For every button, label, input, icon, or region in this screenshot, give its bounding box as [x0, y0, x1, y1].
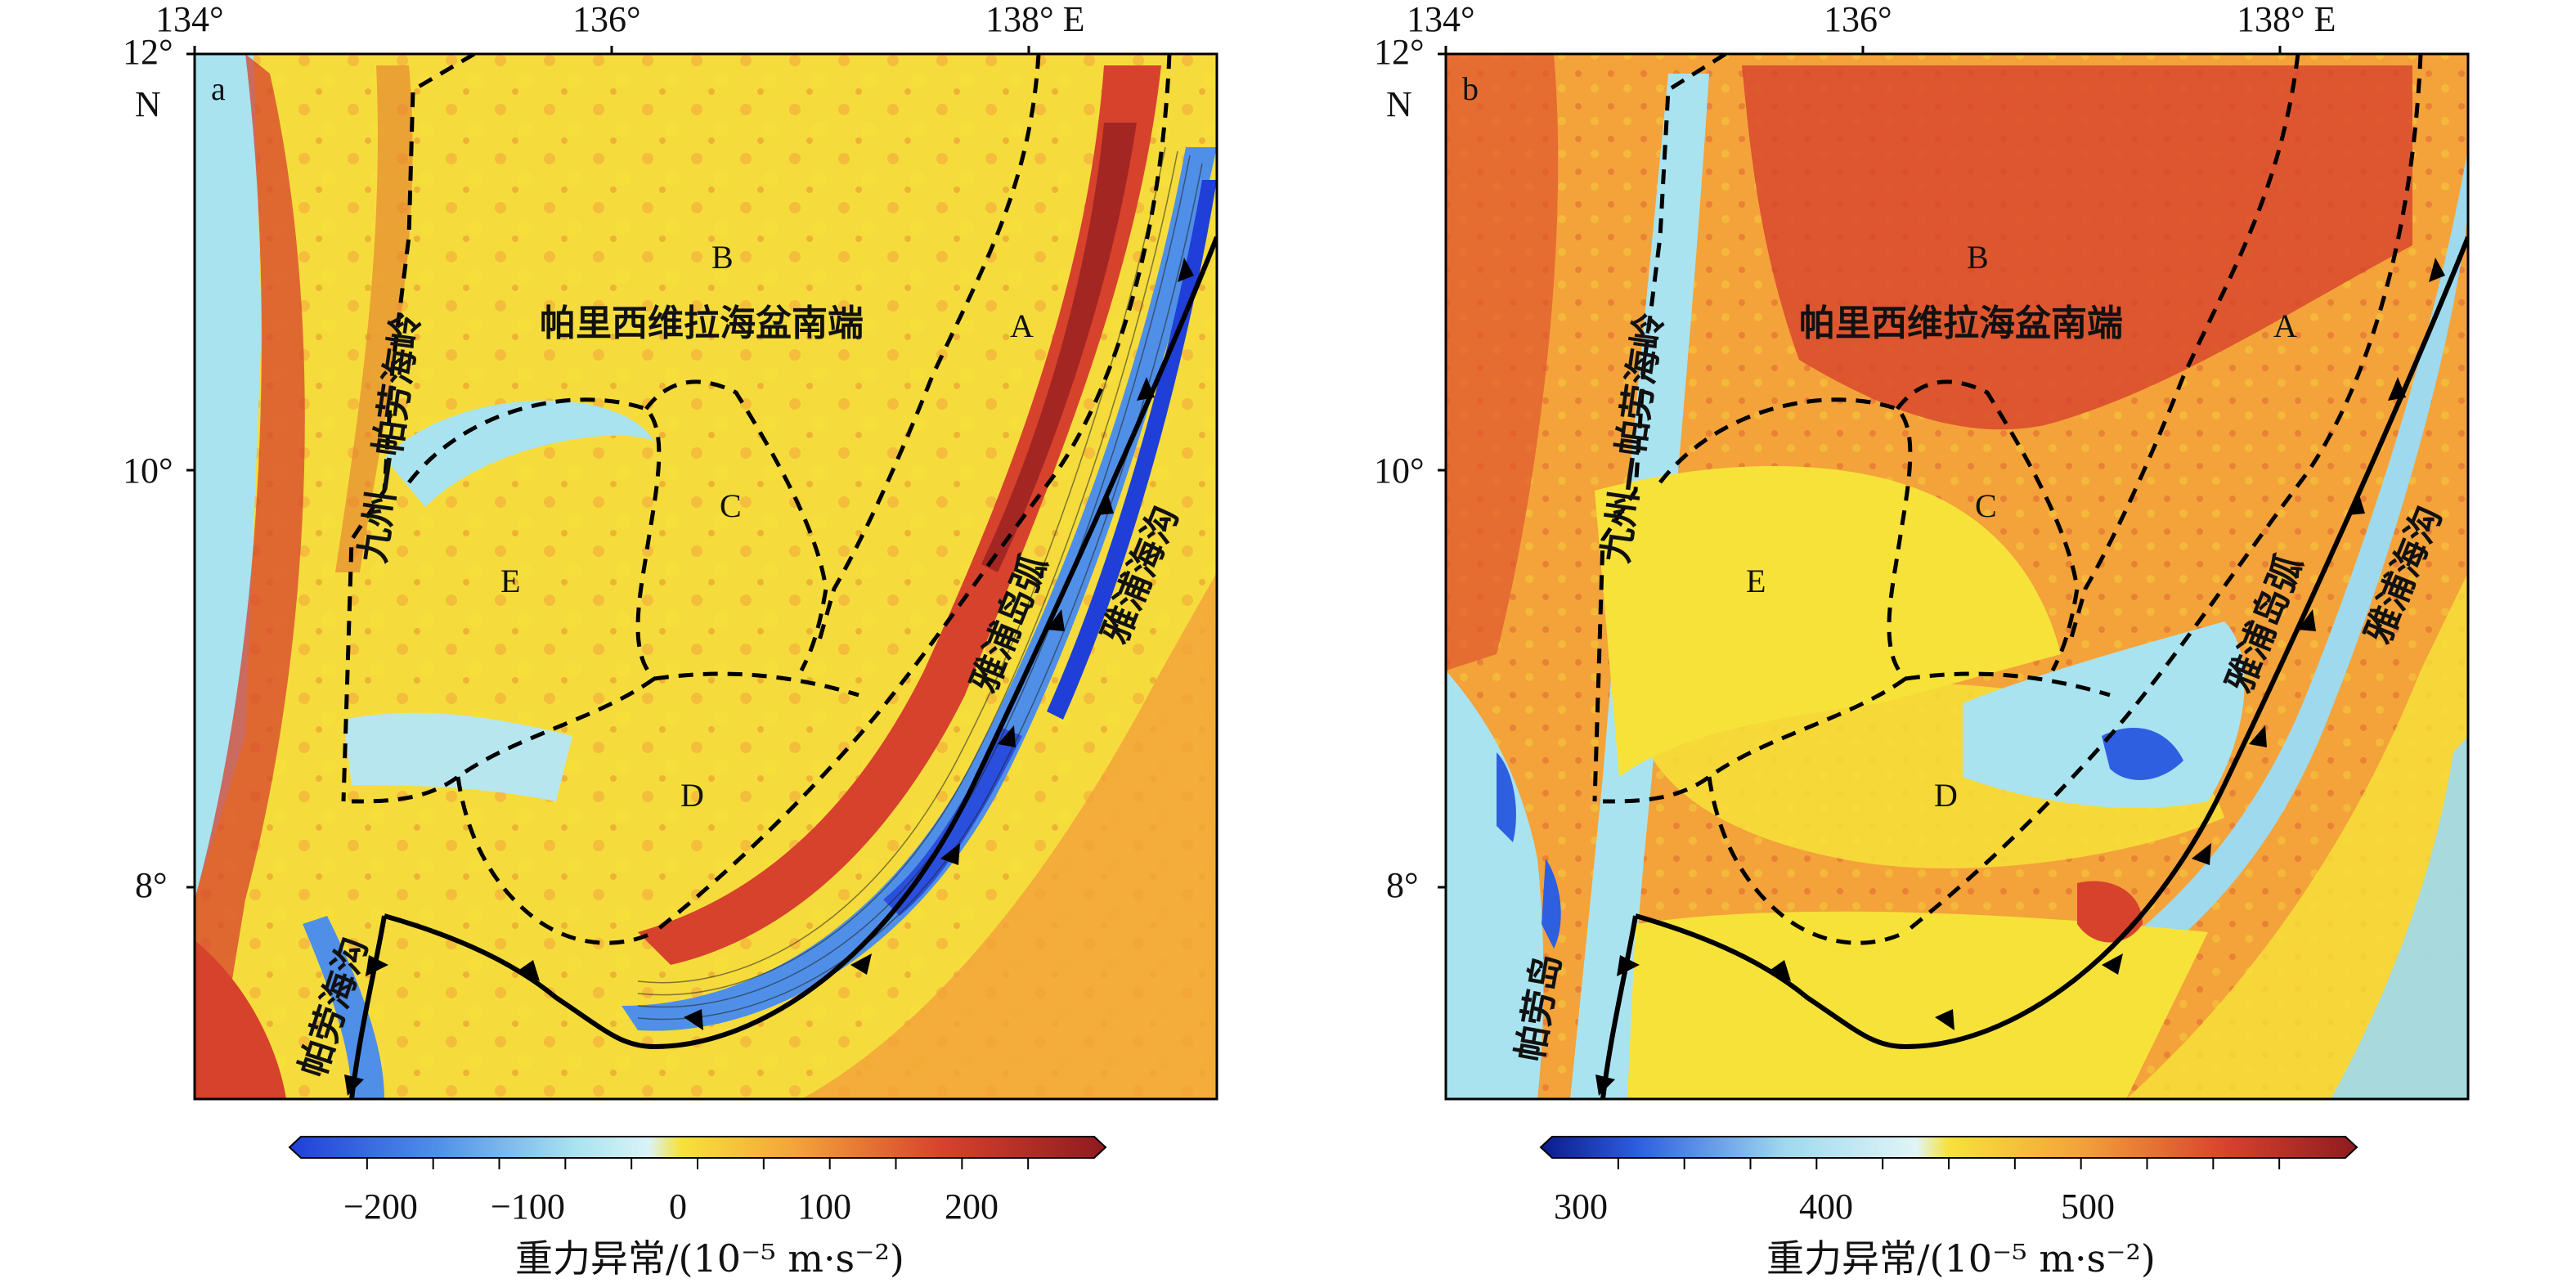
panel-b-ticks: [1438, 46, 2282, 889]
panel-a-lat-tick-12: 12°: [123, 32, 173, 72]
panel-b-region-a: A: [2273, 307, 2297, 344]
panel-a-region-b: B: [711, 239, 734, 276]
panel-b-lat-tick-10: 10°: [1374, 451, 1425, 491]
panel-b-region-b: B: [1967, 239, 1989, 276]
panel-a-frame: [193, 52, 1218, 1101]
panel-a-cb-tick-2: 0: [669, 1187, 687, 1227]
panel-b-lon-tick-136: 136°: [1824, 0, 1892, 39]
panel-b-region-c: C: [1975, 487, 1997, 524]
panel-b-lon-tick-138: 138° E: [2237, 0, 2336, 39]
panel-a-colorbar: −200 −100 0 100 200 重力异常/(10⁻⁵ m·s⁻²): [288, 1136, 1107, 1281]
panel-b-cb-tick-1: 400: [1799, 1187, 1853, 1227]
panel-a: 134° 136° 138° E 12° N 10° 8° a 帕里西维拉海盆南…: [123, 0, 1218, 1281]
panel-a-map: [195, 54, 1217, 1099]
panel-b-region-d: D: [1934, 777, 1958, 814]
panel-a-region-e: E: [500, 563, 520, 599]
panel-a-lon-tick-136: 136°: [572, 0, 641, 39]
panel-b-lat-tick-12: 12°: [1374, 32, 1425, 72]
panel-b-cb-tick-0: 300: [1554, 1187, 1608, 1227]
panel-b-cb-tick-2: 500: [2061, 1187, 2115, 1227]
panel-a-basin-label: 帕里西维拉海盆南端: [540, 303, 864, 344]
panel-a-letter: a: [211, 70, 226, 107]
panel-a-region-d: D: [680, 777, 704, 814]
panel-b-lat-tick-8: 8°: [1386, 865, 1419, 905]
panel-a-lon-tick-138: 138° E: [985, 0, 1084, 39]
panel-b-frame: [1444, 52, 2470, 1101]
panel-a-cb-tick-1: −100: [491, 1187, 565, 1227]
panel-a-region-a: A: [1010, 307, 1034, 344]
panel-a-lat-tick-10: 10°: [123, 451, 173, 491]
panel-b-colorbar: 300 400 500 重力异常/(10⁻⁵ m·s⁻²): [1539, 1136, 2358, 1281]
panel-a-lon-tick-134: 134°: [155, 0, 224, 39]
panel-b-map: [1446, 54, 2468, 1099]
panel-a-lat-tick-n: N: [135, 84, 161, 124]
panel-a-cb-tick-4: 200: [945, 1187, 999, 1227]
panel-a-cb-tick-0: −200: [343, 1187, 418, 1227]
panel-b-letter: b: [1462, 70, 1479, 107]
panel-b-lat-tick-n: N: [1386, 84, 1412, 124]
panel-a-lat-tick-8: 8°: [135, 865, 168, 905]
panel-b-cb-title: 重力异常/(10⁻⁵ m·s⁻²): [1766, 1236, 2156, 1281]
panel-a-region-c: C: [720, 487, 742, 524]
panel-b: 134° 136° 138° E 12° N 10° 8° b 帕里西维拉海盆南…: [1374, 0, 2470, 1281]
panel-a-ticks: [186, 46, 1030, 889]
panel-a-cb-tick-3: 100: [797, 1187, 851, 1227]
panel-b-lon-tick-134: 134°: [1407, 0, 1475, 39]
panel-b-region-e: E: [1746, 563, 1766, 599]
panel-a-cb-title: 重力异常/(10⁻⁵ m·s⁻²): [515, 1236, 904, 1281]
panel-b-basin-label: 帕里西维拉海盆南端: [1799, 303, 2123, 344]
